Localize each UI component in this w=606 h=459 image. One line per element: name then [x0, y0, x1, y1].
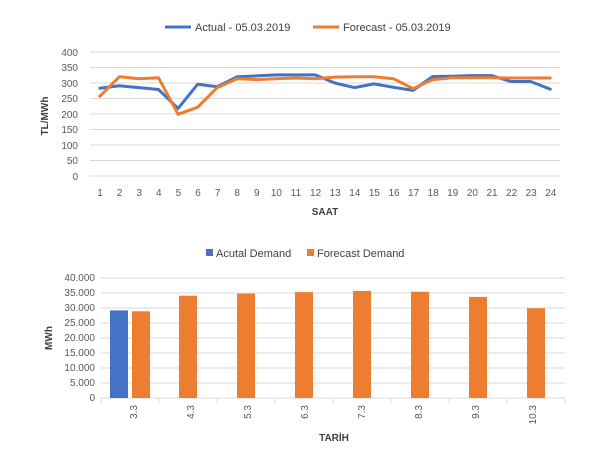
x-tick-label: 17	[408, 188, 420, 199]
x-tick-label: 13	[330, 188, 342, 199]
line-gridlines	[90, 51, 560, 177]
bar-x-axis-title: TARİH	[319, 431, 349, 444]
actual-demand-bar	[110, 310, 128, 398]
x-tick-label: 9	[254, 188, 260, 199]
x-tick-label: 4	[156, 188, 162, 199]
y-tick-label: 20.000	[64, 333, 95, 344]
bar-chart: Acutal Demand Forecast Demand 0 5.000 10…	[44, 248, 566, 444]
x-tick-label: 7.3	[357, 405, 368, 419]
x-tick-label: 18	[428, 188, 440, 199]
x-tick-label: 5	[176, 188, 182, 199]
bar-x-ticks: 3.3 4.3 5.3 6.3 7.3 8.3 9.3 10.3	[129, 405, 539, 425]
forecast-demand-bar	[527, 308, 545, 398]
x-tick-label: 8.3	[414, 405, 425, 419]
legend-forecast-demand-label: Forecast Demand	[317, 248, 404, 260]
x-tick-label: 10	[271, 188, 283, 199]
y-tick-label: 0	[89, 393, 95, 404]
forecast-demand-bar	[237, 293, 255, 398]
bar-y-ticks: 0 5.000 10.000 15.000 20.000 25.000 30.0…	[64, 273, 95, 404]
forecast-demand-bar	[132, 311, 150, 398]
legend-forecast-demand-swatch	[307, 249, 314, 256]
y-tick-label: 400	[61, 48, 78, 59]
x-tick-label: 15	[369, 188, 381, 199]
x-tick-label: 8	[234, 188, 240, 199]
y-tick-label: 150	[61, 125, 78, 136]
x-tick-label: 24	[545, 188, 557, 199]
y-tick-label: 10.000	[64, 363, 95, 374]
x-tick-label: 23	[526, 188, 538, 199]
y-tick-label: 0	[72, 172, 78, 183]
y-tick-label: 25.000	[64, 318, 95, 329]
x-tick-label: 4.3	[186, 405, 197, 419]
y-tick-label: 15.000	[64, 348, 95, 359]
legend-actual-label: Actual - 05.03.2019	[195, 22, 290, 34]
y-tick-label: 50	[67, 156, 79, 167]
legend-forecast-label: Forecast - 05.03.2019	[343, 22, 451, 34]
bar-y-axis-title: MWh	[44, 326, 55, 350]
line-chart: Actual - 05.03.2019 Forecast - 05.03.201…	[40, 22, 560, 218]
y-tick-label: 250	[61, 94, 78, 105]
y-tick-label: 350	[61, 63, 78, 74]
forecast-demand-bar	[469, 296, 487, 398]
y-tick-label: 300	[61, 79, 78, 90]
line-series	[98, 73, 552, 116]
x-tick-label: 19	[447, 188, 459, 199]
bar-legend: Acutal Demand Forecast Demand	[206, 248, 404, 260]
line-x-axis-title: SAAT	[312, 207, 338, 218]
line-legend: Actual - 05.03.2019 Forecast - 05.03.201…	[165, 22, 451, 34]
x-tick-label: 16	[388, 188, 400, 199]
x-tick-label: 1	[97, 188, 103, 199]
forecast-demand-bar	[353, 290, 371, 398]
x-tick-label: 7	[215, 188, 221, 199]
y-tick-label: 200	[61, 110, 78, 121]
line-y-ticks: 0 50 100 150 200 250 300 350 400	[61, 48, 78, 183]
forecast-demand-bar	[179, 295, 197, 398]
y-tick-label: 35.000	[64, 288, 95, 299]
x-tick-label: 9.3	[471, 405, 482, 419]
line-x-ticks: 1 2 3 4 5 6 7 8 9 10 11 12 13 14 15 16 1…	[97, 188, 557, 199]
bar-series	[110, 290, 545, 398]
x-tick-label: 6	[195, 188, 201, 199]
y-tick-label: 30.000	[64, 303, 95, 314]
x-tick-label: 6.3	[300, 405, 311, 419]
forecast-demand-bar	[411, 291, 429, 398]
x-tick-label: 20	[467, 188, 479, 199]
x-tick-label: 3.3	[129, 405, 140, 419]
x-tick-label: 5.3	[243, 405, 254, 419]
forecast-series-line	[98, 75, 552, 116]
x-tick-label: 12	[310, 188, 322, 199]
x-tick-label: 22	[506, 188, 518, 199]
y-tick-label: 5.000	[70, 378, 95, 389]
line-y-axis-title: TL/MWh	[40, 97, 51, 136]
y-tick-label: 100	[61, 141, 78, 152]
x-tick-label: 3	[136, 188, 142, 199]
y-tick-label: 40.000	[64, 273, 95, 284]
x-tick-label: 10.3	[528, 405, 539, 425]
bar-gridlines	[100, 277, 566, 403]
legend-actual-demand-swatch	[206, 249, 213, 256]
legend-actual-demand-label: Acutal Demand	[216, 248, 291, 260]
forecast-demand-bar	[295, 292, 313, 398]
x-tick-label: 2	[117, 188, 123, 199]
x-tick-label: 21	[486, 188, 498, 199]
x-tick-label: 14	[349, 188, 361, 199]
x-tick-label: 11	[291, 188, 302, 199]
